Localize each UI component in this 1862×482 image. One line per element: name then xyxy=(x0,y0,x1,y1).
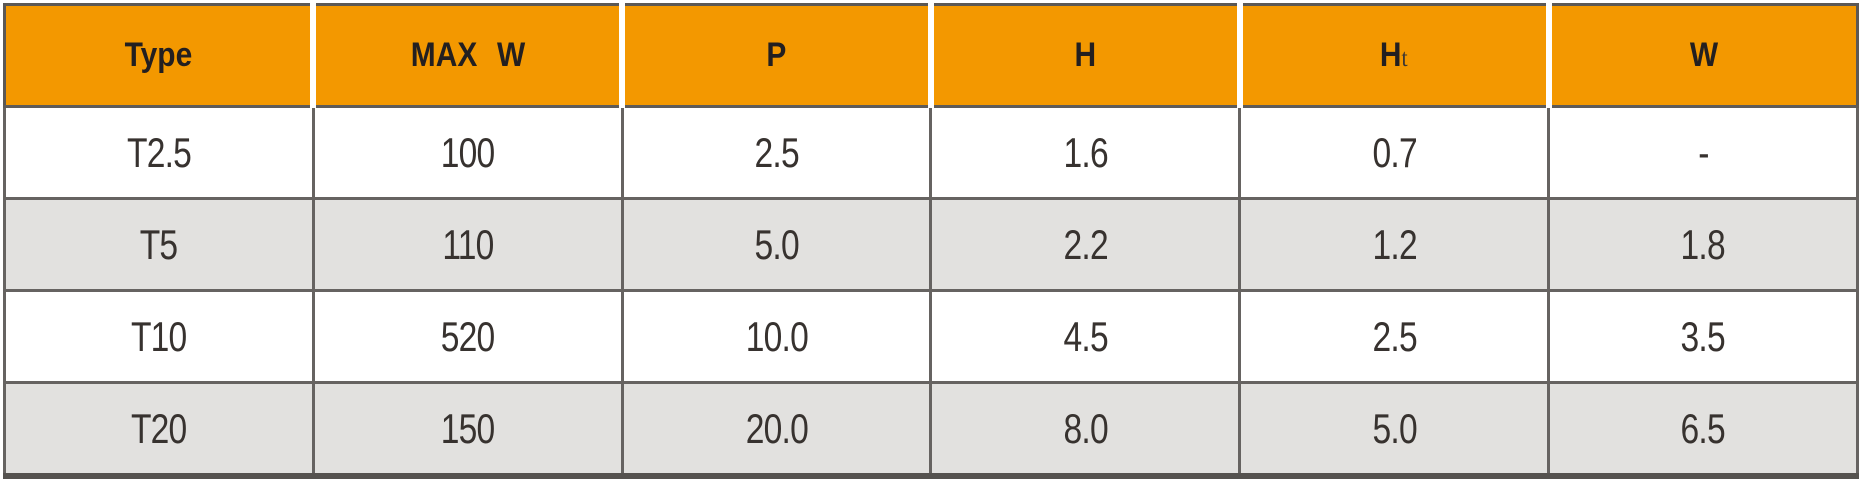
cell-p: 2.5 xyxy=(620,105,933,200)
cell-value: 10.0 xyxy=(745,312,808,360)
header-cell-w: W xyxy=(1545,4,1858,108)
cell-ht: 5.0 xyxy=(1238,381,1551,478)
cell-max-w: 520 xyxy=(311,289,624,384)
cell-w: 6.5 xyxy=(1547,381,1859,478)
cell-max-w: 100 xyxy=(311,105,624,200)
table-row-t5: T5 110 5.0 2.2 1.2 1.8 xyxy=(3,197,1859,292)
cell-value: 520 xyxy=(440,312,495,360)
cell-w: 3.5 xyxy=(1547,289,1859,384)
cell-value: 5.0 xyxy=(1372,404,1417,452)
header-cell-ht: Ht xyxy=(1236,4,1549,108)
cell-w: - xyxy=(1547,105,1859,200)
cell-value: 150 xyxy=(440,404,495,452)
header-label: MAX W xyxy=(411,36,525,75)
cell-value: T20 xyxy=(131,404,187,452)
cell-p: 5.0 xyxy=(620,197,933,292)
cell-value: 1.8 xyxy=(1680,220,1726,268)
cell-value: 2.5 xyxy=(1372,312,1417,360)
header-label-text: MAX W xyxy=(410,36,525,74)
cell-h: 8.0 xyxy=(929,381,1242,478)
header-label: P xyxy=(767,36,787,75)
header-label: W xyxy=(1690,36,1718,75)
header-label: Type xyxy=(124,36,192,75)
header-label: H xyxy=(1075,36,1097,75)
header-label-text: W xyxy=(1689,36,1718,74)
table-header: Type MAX W P H Ht W xyxy=(4,4,1858,108)
cell-value: 5.0 xyxy=(754,220,799,268)
cell-value: 110 xyxy=(442,220,494,268)
table-row-t2-5: T2.5 100 2.5 1.6 0.7 - xyxy=(3,105,1859,200)
header-cell-p: P xyxy=(619,4,931,108)
header-label-sub: t xyxy=(1401,45,1409,72)
cell-value: 20.0 xyxy=(745,404,808,452)
cell-value: 2.2 xyxy=(1063,220,1108,268)
cell-value: 3.5 xyxy=(1680,312,1726,360)
cell-value: T2.5 xyxy=(126,128,192,176)
cell-max-w: 150 xyxy=(311,381,624,478)
header-cell-type: Type xyxy=(4,4,314,108)
table-row-t20: T20 150 20.0 8.0 5.0 6.5 xyxy=(3,381,1859,478)
cell-h: 4.5 xyxy=(929,289,1242,384)
cell-value: 0.7 xyxy=(1372,128,1417,176)
table-body: T2.5 100 2.5 1.6 0.7 - T5 110 5.0 2.2 1.… xyxy=(3,105,1859,478)
cell-value: 6.5 xyxy=(1680,404,1726,452)
cell-p: 10.0 xyxy=(620,289,933,384)
cell-ht: 0.7 xyxy=(1238,105,1551,200)
spec-table: Type MAX W P H Ht W xyxy=(3,3,1859,479)
header-label: Ht xyxy=(1380,36,1408,75)
cell-type: T10 xyxy=(3,289,315,384)
header-row: Type MAX W P H Ht W xyxy=(4,4,1858,108)
cell-value: 1.2 xyxy=(1372,220,1417,268)
cell-value: 100 xyxy=(440,128,495,176)
cell-p: 20.0 xyxy=(620,381,933,478)
cell-max-w: 110 xyxy=(311,197,624,292)
cell-value: - xyxy=(1697,128,1709,176)
header-label-text: H xyxy=(1074,36,1097,74)
header-label-text: Type xyxy=(124,36,192,74)
cell-type: T2.5 xyxy=(3,105,315,200)
cell-value: 2.5 xyxy=(754,128,799,176)
cell-value: 1.6 xyxy=(1063,128,1108,176)
cell-ht: 2.5 xyxy=(1238,289,1551,384)
header-cell-max-w: MAX W xyxy=(310,4,623,108)
header-label-text: P xyxy=(766,36,787,74)
cell-type: T20 xyxy=(3,381,315,478)
cell-value: 4.5 xyxy=(1063,312,1108,360)
cell-w: 1.8 xyxy=(1547,197,1859,292)
header-cell-h: H xyxy=(927,4,1240,108)
cell-ht: 1.2 xyxy=(1238,197,1551,292)
cell-h: 1.6 xyxy=(929,105,1242,200)
cell-type: T5 xyxy=(3,197,315,292)
cell-value: T5 xyxy=(140,220,178,268)
cell-value: T10 xyxy=(131,312,187,360)
cell-h: 2.2 xyxy=(929,197,1242,292)
cell-value: 8.0 xyxy=(1063,404,1108,452)
table-row-t10: T10 520 10.0 4.5 2.5 3.5 xyxy=(3,289,1859,384)
header-label-text: H xyxy=(1380,36,1402,74)
